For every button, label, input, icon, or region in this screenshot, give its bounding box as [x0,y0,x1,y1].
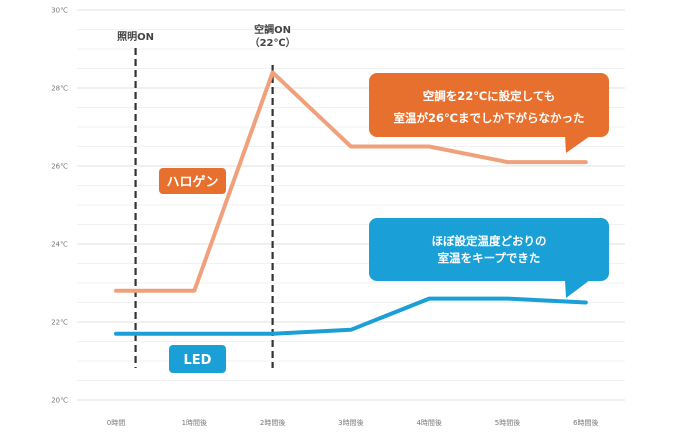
x-axis: 0時間 1時間後 2時間後 3時間後 4時間後 5時間後 6時間後 [107,418,599,427]
x-tick-label: 6時間後 [573,418,598,427]
x-tick-label: 4時間後 [416,418,441,427]
led-callout-line-2: 室温をキープできた [438,251,541,265]
x-tick-label: 5時間後 [495,418,520,427]
y-tick-label: 26℃ [51,163,68,171]
series-lines [114,70,588,336]
led-callout: ほぼ設定温度どおりの 室温をキープできた [369,218,609,298]
x-tick-label: 3時間後 [338,418,363,427]
y-axis: 20℃ 22℃ 24℃ 26℃ 28℃ 30℃ [51,7,68,405]
x-tick-label: 2時間後 [260,418,285,427]
halogen-label-text: ハロゲン [166,174,218,190]
x-tick-label: 1時間後 [182,418,207,427]
led-label-text: LED [184,353,212,368]
led-series-label: LED [169,345,226,373]
y-tick-label: 30℃ [51,7,68,15]
y-tick-label: 20℃ [51,397,68,405]
halogen-callout-line-2: 室温が26℃までしか下がらなかった [394,111,585,125]
event-marker-label: （22℃） [250,36,296,49]
series-line-led [114,296,588,336]
y-tick-label: 22℃ [51,319,68,327]
x-tick-label: 0時間 [107,419,125,427]
y-tick-label: 24℃ [51,241,68,249]
event-marker-label: 空調ON [254,23,291,36]
y-tick-label: 28℃ [51,85,68,93]
halogen-callout: 空調を22℃に設定しても 室温が26℃までしか下がらなかった [369,73,609,153]
halogen-callout-line-1: 空調を22℃に設定しても [423,89,556,103]
halogen-series-label: ハロゲン [159,168,226,194]
grid [77,9,625,401]
led-callout-line-1: ほぼ設定温度どおりの [432,234,547,248]
event-marker-label: 照明ON [117,31,154,43]
event-markers: 照明ON 空調ON（22℃） [117,23,296,368]
